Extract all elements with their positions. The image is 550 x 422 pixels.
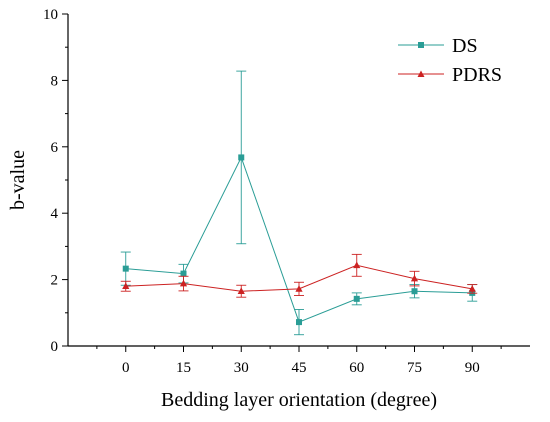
x-ticks: 0 15 30 45 60 75 90 (96, 346, 502, 376)
x-tick-label-0: 0 (122, 360, 130, 376)
y-tick-label-2: 4 (51, 206, 59, 222)
y-ticks: 0 2 4 6 8 10 (43, 7, 68, 355)
legend-pdrs-marker (417, 70, 425, 77)
x-tick-label-6: 90 (465, 360, 480, 376)
y-axis-title: b-value (7, 150, 29, 210)
legend-ds-label: DS (452, 35, 478, 57)
x-axis-title: Bedding layer orientation (degree) (161, 389, 437, 411)
legend-pdrs-label: PDRS (452, 64, 502, 86)
point-pdrs-45 (295, 285, 303, 292)
point-pdrs-0 (122, 282, 130, 290)
point-ds-15 (180, 270, 187, 277)
x-tick-label-4: 60 (349, 360, 364, 376)
y-tick-label-1: 2 (51, 273, 59, 289)
series-line-ds (125, 156, 473, 323)
y-tick-label-4: 8 (51, 73, 59, 89)
series-pdrs (120, 253, 478, 298)
point-ds-45 (296, 319, 302, 326)
point-ds-75 (411, 288, 418, 295)
x-tick-label-1: 15 (176, 360, 191, 376)
legend-item-ds: DS (398, 35, 478, 57)
point-ds-30 (238, 154, 245, 161)
point-pdrs-75 (410, 274, 419, 282)
point-ds-60 (353, 295, 360, 302)
y-tick-label-3: 6 (51, 140, 59, 156)
point-pdrs-90 (468, 285, 476, 292)
y-tick-label-0: 0 (51, 339, 59, 355)
series-layer (120, 70, 478, 336)
x-tick-label-3: 45 (292, 360, 307, 376)
point-pdrs-60 (353, 261, 361, 269)
point-pdrs-30 (237, 287, 245, 295)
x-tick-label-5: 75 (407, 360, 422, 376)
point-pdrs-15 (179, 279, 188, 287)
point-ds-0 (122, 265, 129, 272)
legend-ds-marker (418, 42, 424, 48)
legend-item-pdrs: PDRS (398, 64, 502, 86)
plot-area: 0 2 4 6 8 10 0 15 30 45 60 75 90 (43, 7, 530, 376)
x-tick-label-2: 30 (234, 360, 249, 376)
legend: DS PDRS (398, 35, 502, 86)
y-tick-label-5: 10 (43, 7, 58, 23)
